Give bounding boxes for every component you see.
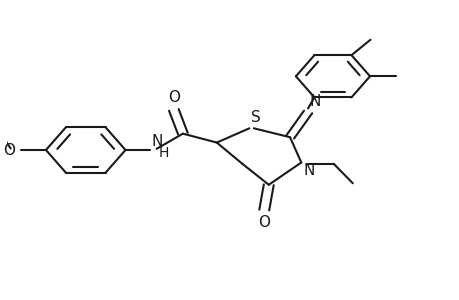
Text: H: H	[158, 146, 168, 160]
Text: N: N	[151, 134, 162, 149]
Text: O: O	[257, 215, 270, 230]
Text: N: N	[303, 163, 314, 178]
Text: O: O	[168, 89, 179, 104]
Text: S: S	[250, 110, 260, 125]
Text: N: N	[309, 94, 320, 109]
Text: O: O	[3, 142, 15, 158]
